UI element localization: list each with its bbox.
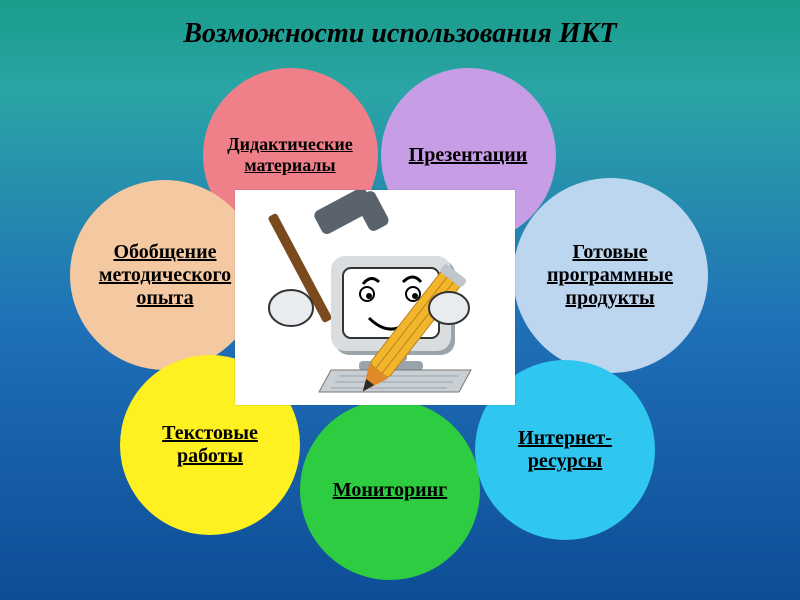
computer-cartoon-icon (235, 190, 515, 405)
circle-label-didactic: Дидактические материалы (221, 134, 359, 175)
page-title: Возможности использования ИКТ (0, 18, 800, 50)
circle-label-presentations: Презентации (403, 144, 534, 167)
circle-generalization: Обобщение методического опыта (70, 180, 260, 370)
circle-label-products: Готовые программные продукты (541, 241, 679, 310)
circle-label-textworks: Текстовые работы (156, 422, 264, 468)
circle-label-generalization: Обобщение методического опыта (93, 241, 237, 310)
center-illustration (235, 190, 515, 405)
circle-monitoring: Мониторинг (300, 400, 480, 580)
circle-products: Готовые программные продукты (513, 178, 708, 373)
circle-label-monitoring: Мониторинг (327, 479, 453, 502)
circle-label-internet: Интернет- ресурсы (512, 427, 618, 473)
